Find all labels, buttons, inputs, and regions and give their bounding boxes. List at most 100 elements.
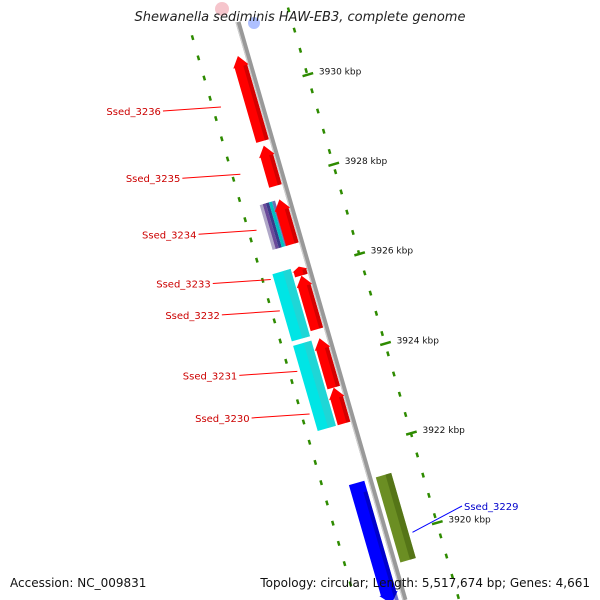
- ring-dot: [325, 500, 329, 506]
- ring-dot: [190, 34, 195, 41]
- leader-Ssed_3234: [198, 229, 257, 235]
- ring-dot: [327, 148, 332, 155]
- ring-dot: [243, 217, 248, 223]
- ring-dot: [202, 75, 207, 81]
- ring-dot: [266, 297, 271, 304]
- backbone-layer: [235, 21, 408, 600]
- feature-cyan-1-shade: [282, 268, 310, 339]
- ring-dot: [231, 176, 236, 182]
- leader-Ssed_3232: [221, 310, 280, 316]
- gene-label: Ssed_3229: [464, 502, 519, 513]
- ring-dot: [254, 257, 259, 263]
- origin-marker-red: [215, 2, 229, 16]
- scale-tick: [431, 519, 443, 526]
- gene-shade-Ssed_3236: [243, 64, 269, 141]
- ring-dot: [348, 581, 353, 587]
- ring-dot: [304, 67, 309, 74]
- ring-dot: [310, 88, 314, 94]
- labels-layer: Ssed_3236 Ssed_3235 Ssed_3234 Ssed_3233 Ssed…: [106, 106, 519, 533]
- gene-shade-Ssed_3231: [324, 346, 340, 387]
- scale-tick-label: 3926 kbp: [371, 247, 414, 257]
- gene-label: Ssed_3236: [106, 107, 161, 118]
- ring-dot: [374, 310, 379, 316]
- feature-cyan-2-shade: [303, 340, 336, 428]
- ring-dot: [284, 358, 288, 364]
- ring-dot: [351, 229, 355, 236]
- feature-multicolor-stripe: [265, 202, 282, 249]
- gene-label: Ssed_3235: [126, 174, 181, 185]
- scale-tick: [302, 71, 314, 78]
- ring-dot: [450, 573, 455, 579]
- gene-label: Ssed_3231: [183, 371, 238, 382]
- gene-label: Ssed_3232: [165, 311, 220, 322]
- ring-dot: [456, 593, 460, 600]
- scale-tick-label: 3930 kbp: [319, 67, 362, 77]
- leader-Ssed_3231: [239, 370, 298, 376]
- feature-multicolor-stripe: [259, 204, 276, 250]
- scale-tick-label: 3924 kbp: [397, 336, 440, 346]
- ring-dot: [380, 330, 385, 337]
- ring-dot: [290, 378, 294, 385]
- ring-dot: [307, 439, 312, 445]
- scale-tick: [328, 161, 340, 167]
- ring-dot: [298, 47, 303, 53]
- gene-label: Ssed_3230: [195, 414, 250, 425]
- ring-dot: [272, 318, 277, 324]
- gene-label: Ssed_3234: [142, 230, 197, 241]
- ring-dots: [190, 2, 460, 600]
- ticks-layer: 3930 kbp 3928 kbp 3926 kbp 3924 kbp 3922 kbp…: [302, 67, 491, 526]
- ring-dot: [315, 108, 320, 114]
- map-title: Shewanella sediminis HAW-EB3, complete g…: [134, 10, 466, 25]
- gene-Ssed_3229: [348, 480, 398, 600]
- ring-dot: [427, 492, 431, 499]
- ring-dot: [391, 371, 396, 377]
- ring-dot: [313, 459, 318, 466]
- feature-multicolor-stripe: [262, 203, 279, 249]
- ring-dot: [342, 560, 347, 567]
- gene-shade-Ssed_3235: [269, 154, 282, 186]
- ring-dot: [330, 520, 335, 526]
- leader-Ssed_3230: [251, 413, 310, 419]
- ring-dot: [339, 189, 344, 195]
- origin-marker-blue: [248, 17, 260, 29]
- ring-dot: [196, 55, 201, 61]
- scale-tick: [379, 340, 392, 347]
- scale-tick: [354, 251, 366, 257]
- leader-Ssed_3235: [182, 173, 241, 179]
- scale-tick: [405, 430, 418, 436]
- scale-tick-label: 3922 kbp: [422, 426, 465, 436]
- ring-dot: [295, 399, 300, 405]
- gene-shade-Ssed_3234: [284, 208, 299, 244]
- feature-multicolor-stripe: [268, 201, 285, 248]
- ring-dot: [403, 411, 408, 418]
- ring-dot: [249, 237, 253, 243]
- genes-layer: [233, 56, 399, 600]
- ring-dot: [321, 128, 326, 134]
- ring-dot: [278, 338, 283, 344]
- gene-label: Ssed_3233: [156, 280, 211, 291]
- genome-summary-text: Topology: circular; Length: 5,517,674 bp…: [260, 576, 590, 590]
- ring-dot: [345, 209, 349, 215]
- leader-Ssed_3229: [412, 505, 463, 533]
- ring-dot: [444, 553, 449, 559]
- ring-dot: [333, 169, 338, 175]
- leader-Ssed_3233: [212, 279, 271, 285]
- gene-shade-Ssed_3229: [363, 491, 399, 600]
- gene-shade-Ssed_3232: [306, 284, 324, 329]
- scale-tick-label: 3928 kbp: [345, 157, 388, 167]
- ring-dot: [362, 270, 367, 276]
- genome-backbone: [235, 21, 408, 600]
- ring-dot: [368, 290, 373, 296]
- ring-dot: [397, 391, 402, 397]
- ring-dot: [208, 95, 212, 101]
- ring-dot: [438, 533, 443, 539]
- ring-dot: [432, 512, 437, 519]
- scale-tick-label: 3920 kbp: [448, 516, 491, 526]
- ring-dot: [292, 27, 297, 33]
- gene-shade-Ssed_3230: [339, 396, 351, 423]
- leader-Ssed_3236: [162, 106, 221, 112]
- genome-backbone-highlight: [235, 21, 404, 600]
- gene-shade-Ssed_3233: [302, 268, 308, 275]
- ring-dot: [386, 351, 390, 357]
